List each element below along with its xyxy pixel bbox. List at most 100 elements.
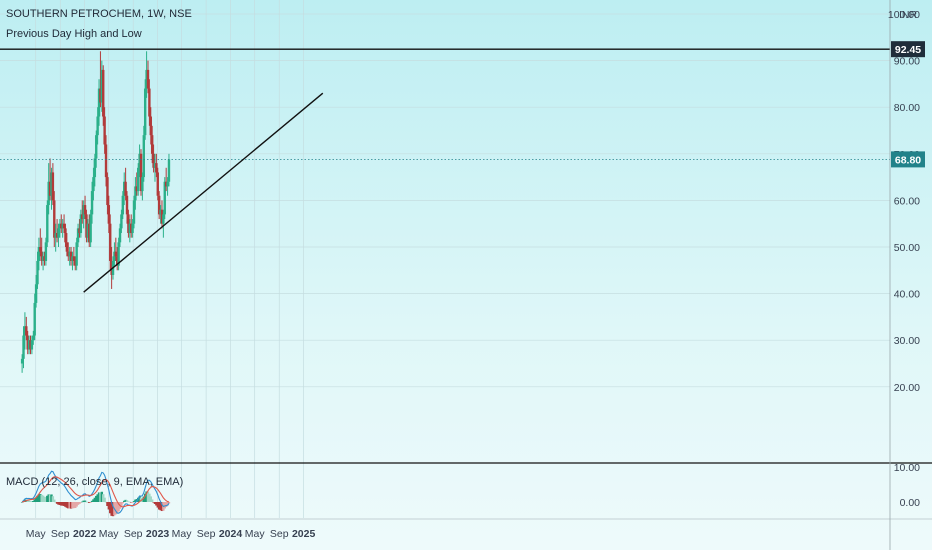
macd-histogram-bar — [134, 499, 137, 502]
candle-body — [89, 214, 92, 243]
macd-histogram-bar — [163, 502, 166, 509]
candle-body — [25, 326, 28, 336]
candle-body — [29, 340, 32, 350]
macd-histogram-bar — [65, 502, 69, 508]
candle-body — [43, 256, 46, 261]
macd-histogram-bar — [32, 501, 35, 502]
candle-body — [134, 186, 137, 201]
macd-histogram-bar — [47, 494, 50, 502]
macd-histogram-bar — [157, 502, 161, 510]
candle-body — [139, 153, 143, 192]
macd-histogram-bar — [81, 501, 84, 503]
candle-body — [93, 158, 97, 178]
candle-body — [86, 223, 90, 238]
candle-body — [135, 186, 138, 192]
last-price-label: 68.80 — [895, 154, 921, 166]
macd-histogram-bar — [143, 493, 147, 502]
candle-body — [54, 233, 57, 238]
candle-body — [132, 200, 136, 224]
macd-histogram-bar — [69, 502, 73, 509]
candle-body — [163, 181, 166, 215]
macd-histogram-bar — [33, 499, 36, 502]
signal-line — [21, 476, 170, 508]
macd-histogram-bar — [26, 500, 29, 502]
macd-histogram-bar — [83, 500, 87, 502]
time-tick-label: May — [99, 528, 120, 540]
time-tick-label: Sep — [51, 528, 70, 540]
macd-histogram-bar — [156, 502, 159, 508]
macd-histogram-bar — [114, 502, 118, 515]
candle-body — [78, 228, 81, 234]
candle-body — [102, 69, 105, 117]
candle-body — [116, 256, 119, 266]
time-tick-label: Sep — [270, 528, 289, 540]
candle-body — [47, 181, 50, 206]
candle-body — [143, 88, 147, 136]
macd-histogram-bar — [41, 495, 45, 502]
macd-histogram-bar — [125, 500, 129, 502]
time-tick-label: 2025 — [292, 528, 316, 540]
candle-body — [153, 163, 157, 168]
macd-histogram-bar — [159, 502, 162, 511]
macd-tick-label: 0.00 — [900, 497, 921, 509]
macd-histogram-bar — [27, 500, 31, 502]
level-price-label: 92.45 — [895, 44, 921, 56]
candle-body — [107, 205, 111, 224]
macd-histogram-bar — [67, 502, 70, 509]
macd-histogram-bar — [116, 502, 119, 514]
macd-histogram-bar — [102, 494, 105, 502]
macd-histogram-bar — [82, 500, 85, 502]
candle-body — [99, 88, 102, 103]
macd-histogram-bar — [97, 492, 101, 502]
candle-body — [92, 177, 95, 192]
macd-histogram-bar — [117, 502, 120, 512]
time-tick-label: May — [245, 528, 266, 540]
macd-histogram-bar — [130, 502, 133, 503]
macd-histogram-bar — [64, 502, 67, 507]
candle-body — [162, 214, 165, 224]
macd-histogram-bar — [34, 497, 38, 502]
candle-body — [106, 177, 109, 206]
price-tick-label: 80.00 — [894, 102, 920, 114]
candle-body — [48, 181, 52, 196]
candle-body — [127, 214, 130, 234]
candle-body — [40, 251, 43, 261]
candle-body — [41, 256, 45, 261]
time-tick-label: May — [26, 528, 47, 540]
macd-histogram-bar — [54, 501, 57, 503]
candle-body — [33, 302, 36, 336]
candle-body — [149, 116, 152, 136]
candle-body — [30, 340, 34, 350]
candle-body — [32, 335, 35, 341]
candle-body — [34, 284, 38, 303]
macd-histogram-bar — [76, 502, 80, 505]
macd-histogram-bar — [127, 501, 130, 503]
candle-body — [46, 205, 49, 243]
last-price-badge — [891, 151, 925, 168]
candle-body — [26, 335, 29, 350]
candle-body — [128, 223, 132, 234]
macd-histogram-bar — [152, 502, 155, 503]
price-tick-label: 50.00 — [894, 242, 920, 254]
time-tick-label: Sep — [197, 528, 216, 540]
candle-body — [67, 251, 70, 257]
time-tick-label: 2022 — [73, 528, 97, 540]
candle-body — [121, 195, 125, 215]
macd-histogram-bar — [164, 502, 168, 507]
macd-histogram-bar — [155, 502, 158, 506]
candle-body — [65, 242, 69, 252]
candle-body — [166, 181, 169, 187]
macd-histogram-bar — [62, 502, 66, 506]
macd-histogram-bar — [58, 502, 62, 506]
macd-histogram-bar — [100, 491, 104, 502]
candle-body — [124, 181, 127, 196]
macd-histogram-bar — [166, 502, 169, 506]
candle-body — [125, 195, 129, 215]
candle-body — [117, 242, 120, 266]
candle-body — [131, 223, 134, 234]
candle-body — [83, 205, 87, 215]
candle-body — [81, 214, 84, 220]
candle-body — [62, 223, 66, 229]
candle-body — [51, 172, 55, 201]
